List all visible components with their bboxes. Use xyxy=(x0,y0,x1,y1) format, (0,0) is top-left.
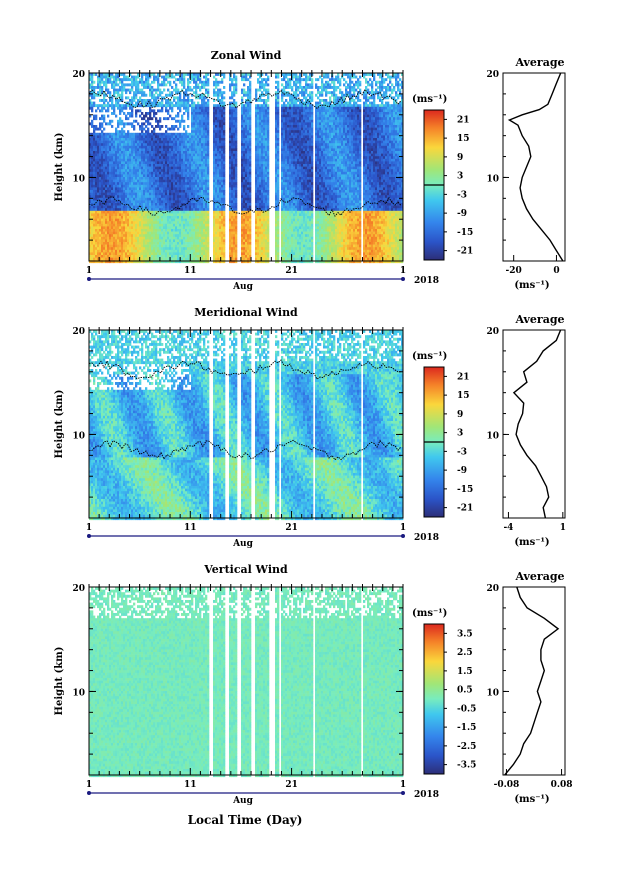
heatmap-field xyxy=(89,330,403,520)
colorbar-tick-label: -1.5 xyxy=(457,723,476,733)
colorbar-tick-label: -0.5 xyxy=(457,704,476,714)
x-tick-label: 11 xyxy=(184,780,197,790)
colorbar-unit: (ms⁻¹) xyxy=(412,94,447,105)
colorbar-unit: (ms⁻¹) xyxy=(412,608,447,619)
colorbar-tick-label: 3 xyxy=(457,172,463,182)
colorbar-tick-label: 2.5 xyxy=(457,648,473,658)
average-profile-line xyxy=(509,73,563,261)
colorbar-tick-label: 3 xyxy=(457,429,463,439)
panel-title: Vertical Wind xyxy=(203,563,288,576)
month-label: Aug xyxy=(232,539,254,549)
y-axis-label: Height (km) xyxy=(54,390,65,459)
average-y-tick-label: 10 xyxy=(486,688,499,698)
colorbar-tick-label: 21 xyxy=(457,372,470,382)
average-title: Average xyxy=(514,313,564,326)
y-tick-label: 10 xyxy=(72,688,85,698)
colorbar-tick-label: -21 xyxy=(457,247,473,257)
panel-title: Meridional Wind xyxy=(194,306,298,319)
average-profile-line xyxy=(505,587,558,775)
average-unit: (ms⁻¹) xyxy=(514,794,549,805)
colorbar-tick-label: 21 xyxy=(457,115,470,125)
colorbar-tick-label: -2.5 xyxy=(457,742,476,752)
average-x-tick-label: -20 xyxy=(506,266,522,276)
x-tick-label: 1 xyxy=(400,266,406,276)
colorbar-tick-label: -3 xyxy=(457,190,467,200)
colorbar xyxy=(424,624,444,774)
average-y-tick-label: 10 xyxy=(486,174,499,184)
colorbar-tick-label: -21 xyxy=(457,504,473,514)
average-x-tick-label: 0.08 xyxy=(551,780,573,790)
x-tick-label: 1 xyxy=(86,523,92,533)
y-axis-label: Height (km) xyxy=(54,133,65,202)
average-y-tick-label: 10 xyxy=(486,431,499,441)
colorbar-tick-label: 15 xyxy=(457,134,470,144)
colorbar-tick-label: 9 xyxy=(457,410,463,420)
panel-title: Zonal Wind xyxy=(211,49,282,62)
y-tick-label: 20 xyxy=(72,584,85,594)
x-tick-label: 1 xyxy=(86,266,92,276)
average-unit: (ms⁻¹) xyxy=(514,537,549,548)
colorbar-tick-label: -3 xyxy=(457,447,467,457)
x-tick-label: 11 xyxy=(184,523,197,533)
average-profile-line xyxy=(514,330,561,518)
heatmap-field xyxy=(89,73,403,263)
average-y-tick-label: 20 xyxy=(486,70,499,80)
average-frame xyxy=(503,73,565,261)
x-tick-label: 1 xyxy=(86,780,92,790)
average-title: Average xyxy=(514,56,564,69)
colorbar-tick-label: -9 xyxy=(457,466,467,476)
colorbar-tick-label: 3.5 xyxy=(457,629,473,639)
average-x-tick-label: -4 xyxy=(503,523,513,533)
y-tick-label: 20 xyxy=(72,70,85,80)
x-tick-label: 1 xyxy=(400,780,406,790)
y-tick-label: 10 xyxy=(72,431,85,441)
average-x-tick-label: -0.08 xyxy=(494,780,520,790)
average-x-tick-label: 1 xyxy=(560,523,566,533)
x-tick-label: 11 xyxy=(184,266,197,276)
colorbar-tick-label: -15 xyxy=(457,485,473,495)
average-y-tick-label: 20 xyxy=(486,327,499,337)
colorbar-tick-label: 15 xyxy=(457,391,470,401)
colorbar-unit: (ms⁻¹) xyxy=(412,351,447,362)
year-label: 2018 xyxy=(414,790,439,800)
average-y-tick-label: 20 xyxy=(486,584,499,594)
x-tick-label: 1 xyxy=(400,523,406,533)
year-label: 2018 xyxy=(414,276,439,286)
colorbar-tick-label: -3.5 xyxy=(457,761,476,771)
figure-x-axis-label: Local Time (Day) xyxy=(188,813,303,827)
x-tick-label: 21 xyxy=(285,780,298,790)
x-tick-label: 21 xyxy=(285,266,298,276)
average-frame xyxy=(503,330,565,518)
year-label: 2018 xyxy=(414,533,439,543)
month-label: Aug xyxy=(232,282,254,292)
average-title: Average xyxy=(514,570,564,583)
average-unit: (ms⁻¹) xyxy=(514,280,549,291)
month-label: Aug xyxy=(232,796,254,806)
y-tick-label: 20 xyxy=(72,327,85,337)
colorbar-tick-label: -15 xyxy=(457,228,473,238)
figure-canvas: Zonal Wind1 11 21 1Aug20182010Height (km)(m… xyxy=(0,0,622,876)
colorbar-tick-label: -9 xyxy=(457,209,467,219)
heatmap-field xyxy=(89,587,403,777)
average-frame xyxy=(503,587,565,775)
colorbar-tick-label: 0.5 xyxy=(457,686,473,696)
x-tick-label: 21 xyxy=(285,523,298,533)
y-tick-label: 10 xyxy=(72,174,85,184)
average-x-tick-label: 0 xyxy=(553,266,559,276)
colorbar-tick-label: 1.5 xyxy=(457,667,473,677)
colorbar-tick-label: 9 xyxy=(457,153,463,163)
y-axis-label: Height (km) xyxy=(54,647,65,716)
